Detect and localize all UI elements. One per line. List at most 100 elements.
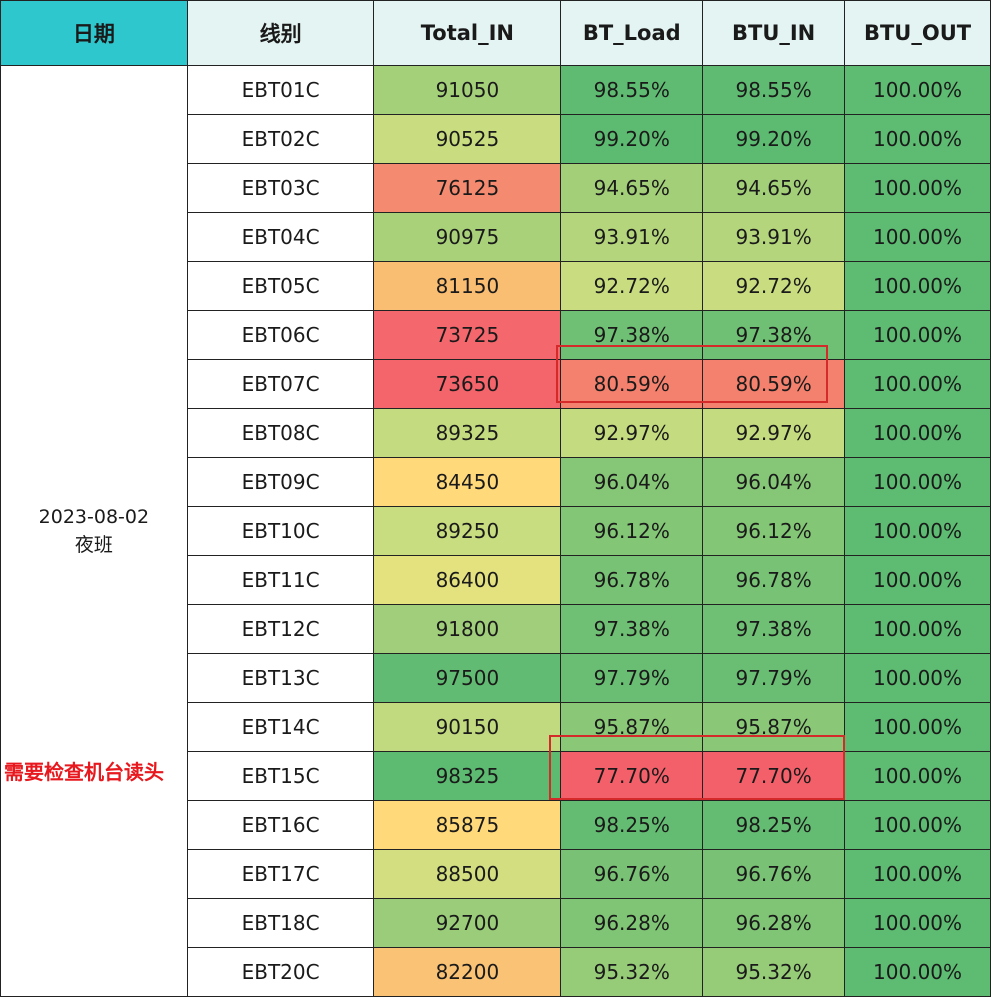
bt-load-cell[interactable]: 80.59% [560, 359, 704, 409]
line-cell[interactable]: EBT08C [186, 408, 375, 458]
btu-in-cell[interactable]: 98.25% [702, 800, 846, 850]
header-total-in[interactable]: Total_IN [373, 0, 562, 66]
btu-in-cell[interactable]: 92.72% [702, 261, 846, 311]
line-cell[interactable]: EBT06C [186, 310, 375, 360]
header-btu-in[interactable]: BTU_IN [702, 0, 846, 66]
btu-out-cell[interactable]: 100.00% [844, 555, 991, 605]
btu-in-cell[interactable]: 96.28% [702, 898, 846, 948]
total-in-cell[interactable]: 97500 [373, 653, 562, 703]
bt-load-cell[interactable]: 96.28% [560, 898, 704, 948]
bt-load-cell[interactable]: 93.91% [560, 212, 704, 262]
line-cell[interactable]: EBT17C [186, 849, 375, 899]
line-cell[interactable]: EBT10C [186, 506, 375, 556]
bt-load-cell[interactable]: 96.04% [560, 457, 704, 507]
total-in-cell[interactable]: 81150 [373, 261, 562, 311]
line-cell[interactable]: EBT13C [186, 653, 375, 703]
bt-load-cell[interactable]: 99.20% [560, 114, 704, 164]
btu-in-cell[interactable]: 97.38% [702, 310, 846, 360]
total-in-cell[interactable]: 90150 [373, 702, 562, 752]
btu-in-cell[interactable]: 77.70% [702, 751, 846, 801]
bt-load-cell[interactable]: 97.38% [560, 310, 704, 360]
line-cell[interactable]: EBT18C [186, 898, 375, 948]
bt-load-cell[interactable]: 77.70% [560, 751, 704, 801]
btu-in-cell[interactable]: 96.12% [702, 506, 846, 556]
total-in-cell[interactable]: 82200 [373, 947, 562, 997]
btu-in-cell[interactable]: 97.79% [702, 653, 846, 703]
bt-load-cell[interactable]: 95.32% [560, 947, 704, 997]
bt-load-cell[interactable]: 96.76% [560, 849, 704, 899]
btu-out-cell[interactable]: 100.00% [844, 261, 991, 311]
line-cell[interactable]: EBT07C [186, 359, 375, 409]
bt-load-cell[interactable]: 95.87% [560, 702, 704, 752]
bt-load-cell[interactable]: 97.38% [560, 604, 704, 654]
total-in-cell[interactable]: 90525 [373, 114, 562, 164]
btu-out-cell[interactable]: 100.00% [844, 898, 991, 948]
total-in-cell[interactable]: 98325 [373, 751, 562, 801]
btu-in-cell[interactable]: 80.59% [702, 359, 846, 409]
bt-load-cell[interactable]: 92.97% [560, 408, 704, 458]
btu-out-cell[interactable]: 100.00% [844, 408, 991, 458]
btu-in-cell[interactable]: 96.76% [702, 849, 846, 899]
btu-out-cell[interactable]: 100.00% [844, 751, 991, 801]
total-in-cell[interactable]: 73650 [373, 359, 562, 409]
btu-out-cell[interactable]: 100.00% [844, 457, 991, 507]
total-in-cell[interactable]: 85875 [373, 800, 562, 850]
total-in-cell[interactable]: 92700 [373, 898, 562, 948]
btu-out-cell[interactable]: 100.00% [844, 163, 991, 213]
total-in-cell[interactable]: 88500 [373, 849, 562, 899]
btu-out-cell[interactable]: 100.00% [844, 849, 991, 899]
btu-in-cell[interactable]: 94.65% [702, 163, 846, 213]
line-cell[interactable]: EBT04C [186, 212, 375, 262]
total-in-cell[interactable]: 91800 [373, 604, 562, 654]
btu-in-cell[interactable]: 99.20% [702, 114, 846, 164]
total-in-cell[interactable]: 89250 [373, 506, 562, 556]
bt-load-cell[interactable]: 98.55% [560, 65, 704, 115]
line-cell[interactable]: EBT20C [186, 947, 375, 997]
btu-out-cell[interactable]: 100.00% [844, 800, 991, 850]
btu-out-cell[interactable]: 100.00% [844, 212, 991, 262]
line-cell[interactable]: EBT05C [186, 261, 375, 311]
line-cell[interactable]: EBT03C [186, 163, 375, 213]
btu-in-cell[interactable]: 95.32% [702, 947, 846, 997]
header-date[interactable]: 日期 [0, 0, 188, 66]
bt-load-cell[interactable]: 96.78% [560, 555, 704, 605]
line-cell[interactable]: EBT14C [186, 702, 375, 752]
total-in-cell[interactable]: 76125 [373, 163, 562, 213]
btu-in-cell[interactable]: 96.04% [702, 457, 846, 507]
line-cell[interactable]: EBT02C [186, 114, 375, 164]
btu-out-cell[interactable]: 100.00% [844, 506, 991, 556]
bt-load-cell[interactable]: 96.12% [560, 506, 704, 556]
header-btu-out[interactable]: BTU_OUT [844, 0, 991, 66]
btu-in-cell[interactable]: 93.91% [702, 212, 846, 262]
btu-out-cell[interactable]: 100.00% [844, 310, 991, 360]
line-cell[interactable]: EBT15C [186, 751, 375, 801]
total-in-cell[interactable]: 90975 [373, 212, 562, 262]
date-cell[interactable]: 2023-08-02 夜班 [0, 65, 188, 997]
header-line[interactable]: 线别 [186, 0, 375, 66]
btu-out-cell[interactable]: 100.00% [844, 702, 991, 752]
total-in-cell[interactable]: 91050 [373, 65, 562, 115]
bt-load-cell[interactable]: 92.72% [560, 261, 704, 311]
btu-out-cell[interactable]: 100.00% [844, 653, 991, 703]
line-cell[interactable]: EBT16C [186, 800, 375, 850]
total-in-cell[interactable]: 89325 [373, 408, 562, 458]
btu-out-cell[interactable]: 100.00% [844, 604, 991, 654]
btu-in-cell[interactable]: 96.78% [702, 555, 846, 605]
btu-in-cell[interactable]: 92.97% [702, 408, 846, 458]
total-in-cell[interactable]: 86400 [373, 555, 562, 605]
bt-load-cell[interactable]: 97.79% [560, 653, 704, 703]
line-cell[interactable]: EBT12C [186, 604, 375, 654]
btu-in-cell[interactable]: 97.38% [702, 604, 846, 654]
total-in-cell[interactable]: 73725 [373, 310, 562, 360]
btu-out-cell[interactable]: 100.00% [844, 65, 991, 115]
btu-out-cell[interactable]: 100.00% [844, 947, 991, 997]
total-in-cell[interactable]: 84450 [373, 457, 562, 507]
header-bt-load[interactable]: BT_Load [560, 0, 704, 66]
line-cell[interactable]: EBT11C [186, 555, 375, 605]
btu-out-cell[interactable]: 100.00% [844, 114, 991, 164]
bt-load-cell[interactable]: 98.25% [560, 800, 704, 850]
btu-in-cell[interactable]: 98.55% [702, 65, 846, 115]
btu-out-cell[interactable]: 100.00% [844, 359, 991, 409]
btu-in-cell[interactable]: 95.87% [702, 702, 846, 752]
bt-load-cell[interactable]: 94.65% [560, 163, 704, 213]
